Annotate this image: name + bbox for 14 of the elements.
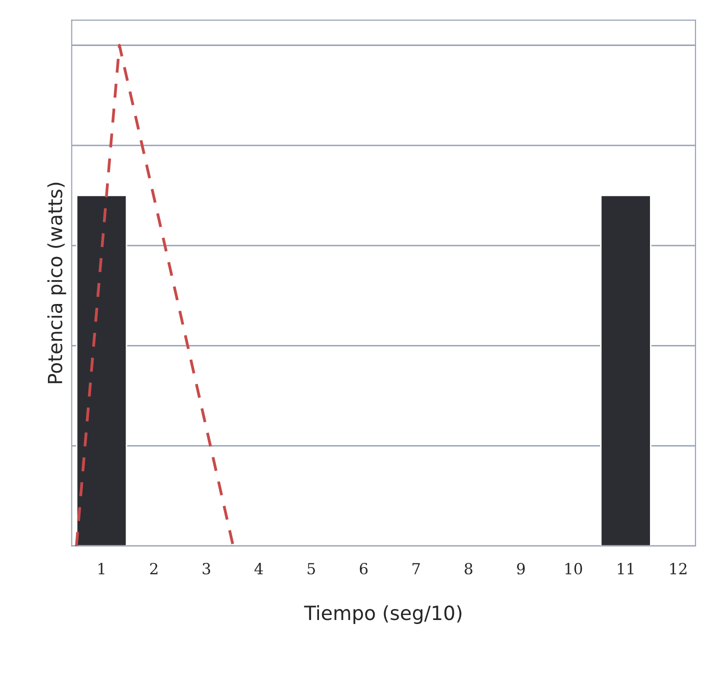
x-tick-label: 6 bbox=[360, 562, 368, 574]
x-tick-label: 10 bbox=[565, 562, 582, 574]
x-tick-label: 7 bbox=[412, 563, 420, 574]
x-tick-label: 4 bbox=[254, 562, 263, 574]
x-tick-label: 5 bbox=[308, 563, 315, 574]
x-tick-label: 1 bbox=[98, 562, 104, 574]
x-tick-label: 2 bbox=[150, 562, 158, 574]
x-tick-label: 9 bbox=[517, 562, 525, 574]
x-tick-label: 8 bbox=[464, 562, 472, 574]
x-tick-label: 3 bbox=[202, 562, 210, 574]
y-axis-title: Potencia pico (watts) bbox=[47, 182, 66, 384]
x-axis-title: Tiempo (seg/10) bbox=[304, 605, 462, 624]
x-tick-label: 11 bbox=[618, 562, 634, 574]
x-tick-label: 12 bbox=[670, 562, 686, 574]
